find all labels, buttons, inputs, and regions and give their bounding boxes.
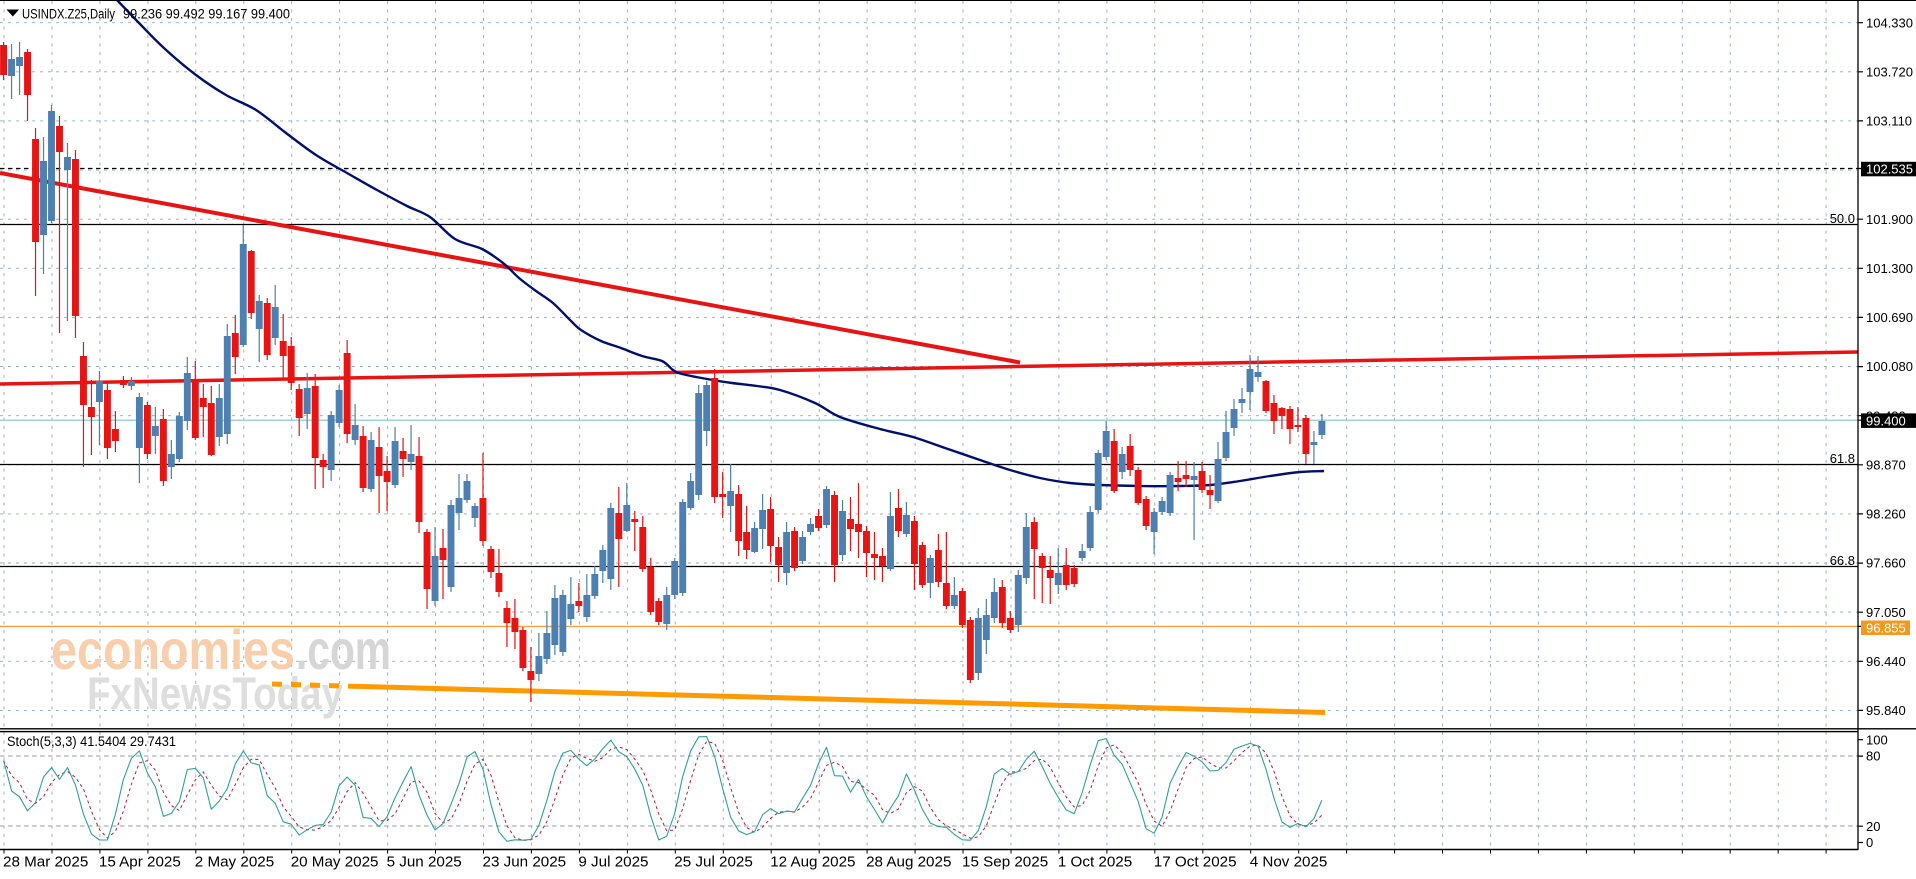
svg-text:98.260: 98.260 <box>1866 507 1906 522</box>
svg-text:61.8: 61.8 <box>1830 451 1855 466</box>
svg-text:97.050: 97.050 <box>1866 605 1906 620</box>
svg-text:66.8: 66.8 <box>1830 553 1855 568</box>
svg-text:5 Jun 2025: 5 Jun 2025 <box>387 854 462 871</box>
svg-text:100.690: 100.690 <box>1866 310 1913 325</box>
svg-text:20 May 2025: 20 May 2025 <box>291 854 379 871</box>
svg-text:2 May 2025: 2 May 2025 <box>195 854 274 871</box>
svg-text:.com: .com <box>296 618 391 681</box>
svg-text:95.840: 95.840 <box>1866 703 1906 718</box>
svg-text:80: 80 <box>1866 749 1880 764</box>
svg-text:100.080: 100.080 <box>1866 359 1913 374</box>
svg-text:101.300: 101.300 <box>1866 261 1913 276</box>
svg-text:101.900: 101.900 <box>1866 212 1913 227</box>
svg-text:99.400: 99.400 <box>1866 413 1906 428</box>
svg-text:25 Jul 2025: 25 Jul 2025 <box>674 854 753 871</box>
svg-text:4 Nov 2025: 4 Nov 2025 <box>1250 854 1328 871</box>
svg-text:103.720: 103.720 <box>1866 64 1913 79</box>
svg-text:USINDX.Z25,Daily: USINDX.Z25,Daily <box>22 7 115 22</box>
svg-text:12 Aug 2025: 12 Aug 2025 <box>770 854 855 871</box>
svg-text:98.870: 98.870 <box>1866 457 1906 472</box>
svg-text:17 Oct 2025: 17 Oct 2025 <box>1154 854 1237 871</box>
svg-text:FxNewsToday: FxNewsToday <box>87 668 344 719</box>
svg-text:100: 100 <box>1866 732 1888 747</box>
svg-text:9 Jul 2025: 9 Jul 2025 <box>578 854 648 871</box>
svg-text:103.110: 103.110 <box>1866 114 1912 129</box>
svg-text:28 Aug 2025: 28 Aug 2025 <box>866 854 951 871</box>
svg-text:23 Jun 2025: 23 Jun 2025 <box>483 854 567 871</box>
svg-text:97.660: 97.660 <box>1866 556 1906 571</box>
svg-text:1 Oct 2025: 1 Oct 2025 <box>1058 854 1132 871</box>
svg-text:economies: economies <box>51 618 295 681</box>
svg-text:104.330: 104.330 <box>1866 15 1913 30</box>
svg-text:Stoch(5,3,3) 41.5404 29.7431: Stoch(5,3,3) 41.5404 29.7431 <box>7 734 176 749</box>
svg-text:15 Sep 2025: 15 Sep 2025 <box>962 854 1048 871</box>
svg-text:96.440: 96.440 <box>1866 654 1906 669</box>
svg-text:15 Apr 2025: 15 Apr 2025 <box>99 854 181 871</box>
svg-text:50.0: 50.0 <box>1830 211 1855 226</box>
svg-text:0: 0 <box>1866 835 1873 850</box>
svg-text:99.236 99.492 99.167 99.400: 99.236 99.492 99.167 99.400 <box>123 7 290 22</box>
svg-text:96.855: 96.855 <box>1866 620 1906 635</box>
svg-text:28 Mar 2025: 28 Mar 2025 <box>3 854 88 871</box>
svg-text:102.535: 102.535 <box>1866 162 1913 177</box>
svg-text:20: 20 <box>1866 819 1880 834</box>
